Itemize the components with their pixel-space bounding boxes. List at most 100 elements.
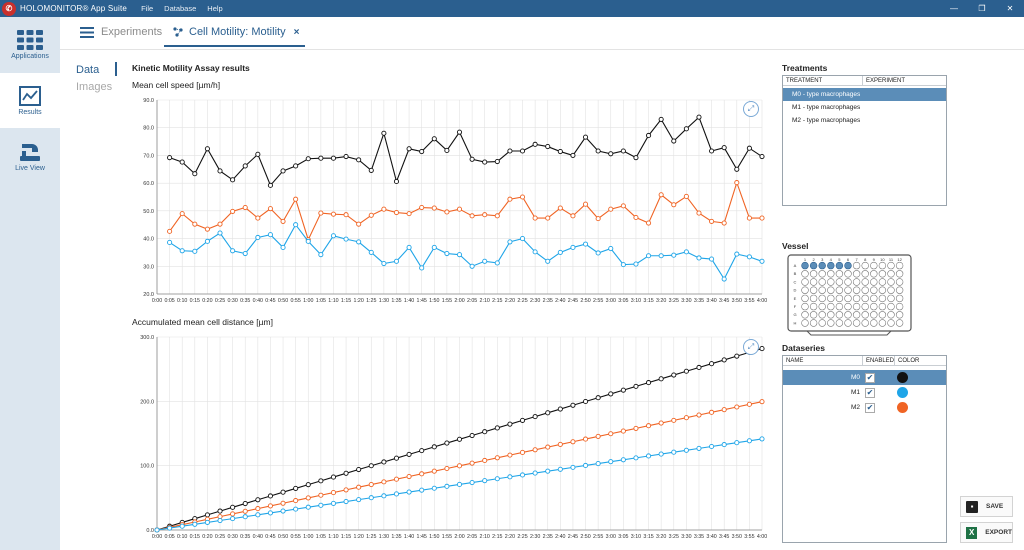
- plate-well: [878, 311, 887, 319]
- plate-well: [809, 319, 818, 327]
- data-point-M2: [582, 436, 589, 442]
- x-tick-label: 3:10: [631, 534, 641, 540]
- export-button[interactable]: X EXPORT: [960, 522, 1013, 543]
- plate-well: [878, 294, 887, 303]
- x-tick-label: 3:25: [669, 298, 679, 304]
- plate-well: [852, 319, 861, 327]
- data-point-M1: [381, 493, 387, 499]
- column-name[interactable]: NAME: [783, 356, 863, 365]
- plate-well: [887, 286, 895, 294]
- data-point-M0: [293, 163, 299, 169]
- enabled-checkbox[interactable]: ✔: [865, 387, 875, 398]
- save-button[interactable]: ▪ SAVE: [960, 496, 1013, 517]
- data-point-M0: [406, 451, 412, 457]
- menu-help[interactable]: Help: [207, 4, 223, 13]
- tab-experiments[interactable]: Experiments: [80, 26, 162, 38]
- column-color[interactable]: COLOR: [898, 357, 920, 364]
- microscope-icon: [20, 143, 40, 161]
- x-tick-label: 0:10: [177, 298, 187, 304]
- plate-well: [827, 294, 835, 303]
- data-point-M1: [305, 238, 311, 244]
- data-point-M2: [406, 473, 412, 480]
- sidetab-data[interactable]: Data: [76, 64, 100, 76]
- plate-well: [852, 311, 861, 319]
- dataseries-row[interactable]: M1 ✔: [783, 385, 946, 400]
- dataseries-row[interactable]: M0 ✔: [783, 370, 946, 385]
- restore-icon[interactable]: ❐: [978, 4, 986, 13]
- nav-live-view[interactable]: Live View: [0, 129, 60, 184]
- data-point-M2: [230, 208, 236, 214]
- plate-well: [827, 302, 835, 311]
- y-tick-label: 0.0: [146, 528, 154, 534]
- x-tick-label: 1:15: [341, 534, 351, 540]
- plate-well: [835, 311, 844, 319]
- color-swatch[interactable]: [897, 387, 908, 398]
- data-point-M2: [179, 211, 185, 217]
- plate-well: [801, 319, 809, 327]
- data-point-M1: [356, 239, 362, 245]
- menu-file[interactable]: File: [141, 4, 154, 13]
- data-point-M1: [608, 245, 614, 252]
- x-tick-label: 2:15: [492, 298, 502, 304]
- data-point-M0: [482, 429, 488, 435]
- close-tab-icon[interactable]: ×: [293, 26, 300, 38]
- tab-cell-motility[interactable]: Cell Motility: Motility ×: [164, 26, 306, 47]
- enabled-checkbox[interactable]: ✔: [865, 402, 875, 413]
- data-point-M2: [646, 220, 652, 226]
- y-tick-label: 90.0: [143, 98, 154, 104]
- x-tick-label: 2:50: [580, 534, 590, 540]
- plate-well: [895, 311, 904, 319]
- column-treatment[interactable]: TREATMENT: [783, 76, 863, 85]
- nav-applications[interactable]: Applications: [0, 17, 60, 72]
- data-point-M1: [356, 497, 362, 503]
- data-point-M0: [696, 364, 702, 371]
- treatments-title: Treatments: [782, 63, 828, 73]
- column-experiment[interactable]: EXPERIMENT: [866, 77, 906, 84]
- x-tick-label: 2:00: [454, 298, 464, 304]
- sidetab-images[interactable]: Images: [76, 81, 113, 93]
- data-point-M1: [431, 485, 437, 491]
- data-point-M0: [431, 136, 437, 142]
- treatment-row[interactable]: M0 - type macrophages: [783, 88, 946, 101]
- column-enabled[interactable]: ENABLED: [863, 356, 895, 365]
- data-point-M0: [255, 497, 261, 503]
- plate-well: [827, 261, 835, 270]
- data-point-M2: [494, 213, 500, 219]
- nav-results[interactable]: Results: [0, 73, 60, 128]
- data-point-M2: [204, 226, 210, 232]
- data-point-M0: [494, 425, 500, 431]
- plate-well: [887, 261, 895, 270]
- data-point-M1: [519, 472, 526, 478]
- dataseries-row[interactable]: M2 ✔: [783, 400, 946, 415]
- x-tick-label: 1:55: [442, 298, 452, 304]
- data-point-M2: [381, 206, 387, 212]
- x-tick-label: 0:15: [190, 298, 200, 304]
- enabled-checkbox[interactable]: ✔: [865, 372, 875, 383]
- data-point-M0: [431, 444, 437, 450]
- color-swatch[interactable]: [897, 372, 908, 383]
- data-point-M2: [356, 221, 362, 227]
- color-swatch[interactable]: [897, 402, 908, 413]
- expand-chart-icon[interactable]: ⤢: [743, 339, 759, 355]
- close-window-icon[interactable]: ✕: [1006, 4, 1014, 13]
- expand-chart-icon[interactable]: ⤢: [743, 101, 759, 117]
- treatment-row[interactable]: M1 - type macrophages: [792, 104, 861, 111]
- plate-well: [818, 261, 826, 270]
- plate-row-label: G: [793, 312, 796, 317]
- plate-well: [870, 270, 878, 278]
- x-tick-label: 1:00: [303, 298, 313, 304]
- nav-label-results: Results: [18, 108, 42, 116]
- x-tick-label: 0:25: [215, 534, 225, 540]
- plate-well: [818, 302, 826, 311]
- x-tick-label: 1:50: [429, 534, 439, 540]
- x-tick-label: 3:00: [606, 534, 616, 540]
- tab-cell-motility-label: Cell Motility: Motility: [189, 26, 286, 38]
- data-point-M2: [456, 463, 463, 469]
- minimize-icon[interactable]: —: [950, 4, 958, 13]
- treatment-row[interactable]: M2 - type macrophages: [792, 117, 861, 124]
- data-point-M2: [267, 503, 273, 509]
- menu-database[interactable]: Database: [164, 4, 197, 13]
- speed-chart-title: Mean cell speed [µm/h]: [132, 80, 221, 90]
- plate-well: [852, 302, 861, 311]
